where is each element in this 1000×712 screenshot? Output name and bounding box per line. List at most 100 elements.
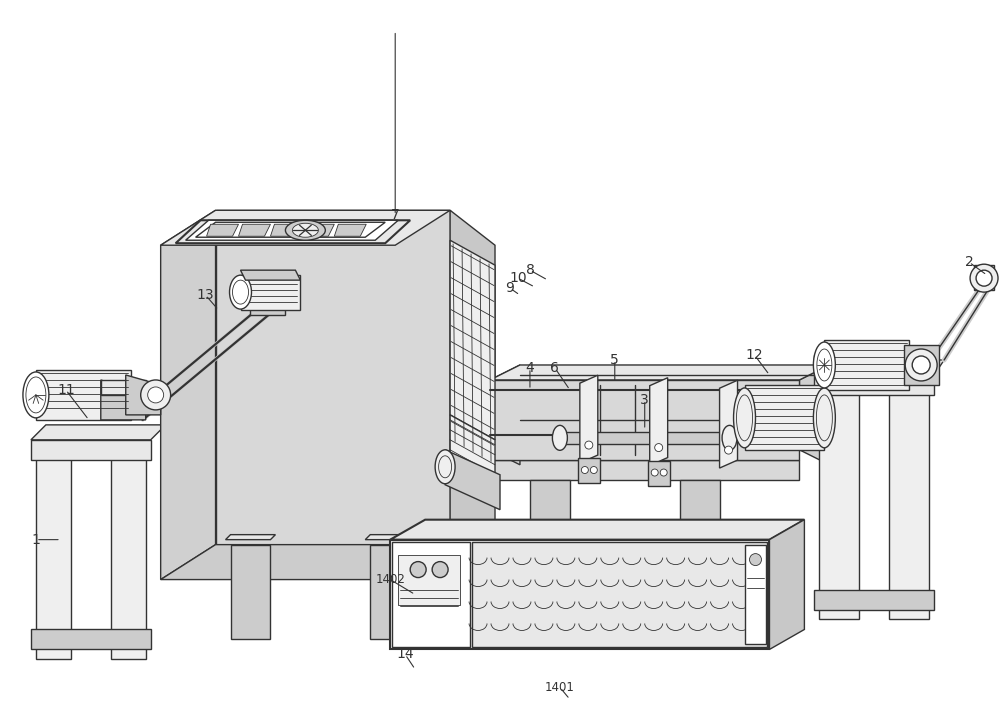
Polygon shape [904,345,939,385]
Polygon shape [226,535,275,540]
Polygon shape [648,461,670,486]
Polygon shape [799,365,829,465]
Polygon shape [580,375,598,463]
Ellipse shape [722,425,737,450]
Circle shape [585,441,593,449]
Polygon shape [560,432,730,444]
Text: 1: 1 [31,533,40,547]
Text: 5: 5 [610,353,619,367]
Ellipse shape [285,220,325,240]
Polygon shape [680,480,720,560]
Polygon shape [490,365,520,465]
Circle shape [651,469,658,476]
Polygon shape [814,360,944,375]
Polygon shape [370,545,410,639]
Circle shape [976,270,992,286]
Polygon shape [270,224,302,236]
Text: 1401: 1401 [545,681,575,694]
Ellipse shape [292,224,318,237]
Text: 13: 13 [197,288,214,302]
Polygon shape [490,365,829,380]
Polygon shape [186,220,398,240]
Polygon shape [334,224,366,236]
Polygon shape [365,535,415,540]
Polygon shape [530,480,570,590]
Text: 8: 8 [526,263,534,277]
Polygon shape [450,210,495,580]
Text: 2: 2 [965,255,973,269]
Text: 4: 4 [526,361,534,375]
Polygon shape [161,210,450,245]
Polygon shape [889,390,929,619]
Polygon shape [814,590,934,609]
Ellipse shape [230,275,251,309]
Polygon shape [36,450,71,659]
Polygon shape [241,275,300,310]
Polygon shape [745,545,766,644]
Circle shape [912,356,930,374]
Circle shape [660,469,667,476]
Circle shape [655,444,663,451]
Circle shape [432,562,448,577]
Polygon shape [302,224,334,236]
Polygon shape [398,555,460,604]
Polygon shape [207,224,239,236]
Polygon shape [472,542,767,647]
Polygon shape [390,520,804,540]
Polygon shape [974,265,994,290]
Polygon shape [824,340,909,390]
Text: 14: 14 [396,647,414,661]
Polygon shape [161,210,216,580]
Polygon shape [101,380,146,395]
Polygon shape [445,450,500,510]
Polygon shape [769,520,804,649]
Polygon shape [36,370,131,420]
Polygon shape [216,210,450,545]
Polygon shape [490,380,799,400]
Polygon shape [239,224,270,236]
Circle shape [970,264,998,292]
Polygon shape [31,440,151,460]
Text: 11: 11 [57,383,75,397]
Polygon shape [111,450,146,659]
Polygon shape [231,545,270,639]
Circle shape [905,349,937,381]
Text: 3: 3 [640,393,649,407]
Polygon shape [250,295,285,315]
Circle shape [141,380,171,410]
Polygon shape [578,458,600,483]
Polygon shape [814,355,934,375]
Circle shape [410,562,426,577]
Ellipse shape [552,425,567,450]
Polygon shape [720,380,738,468]
Polygon shape [241,270,300,280]
Polygon shape [450,415,495,480]
Polygon shape [745,385,824,450]
Polygon shape [31,629,151,649]
Circle shape [148,387,164,403]
Polygon shape [31,425,166,440]
Polygon shape [650,378,668,466]
Text: 9: 9 [506,281,514,295]
Ellipse shape [813,388,835,448]
Ellipse shape [734,388,756,448]
Polygon shape [161,545,450,580]
Polygon shape [490,460,799,480]
Polygon shape [101,380,146,420]
Polygon shape [392,542,470,647]
Polygon shape [450,240,495,440]
Circle shape [750,554,761,565]
Text: 10: 10 [509,271,527,285]
Polygon shape [490,380,799,460]
Polygon shape [390,540,769,649]
Circle shape [590,466,597,473]
Polygon shape [819,390,859,619]
Circle shape [725,446,733,454]
Ellipse shape [23,372,49,418]
Ellipse shape [435,450,455,483]
Polygon shape [814,375,934,395]
Text: 7: 7 [391,209,400,222]
Polygon shape [126,375,161,415]
Polygon shape [176,220,410,244]
Text: 12: 12 [746,348,763,362]
